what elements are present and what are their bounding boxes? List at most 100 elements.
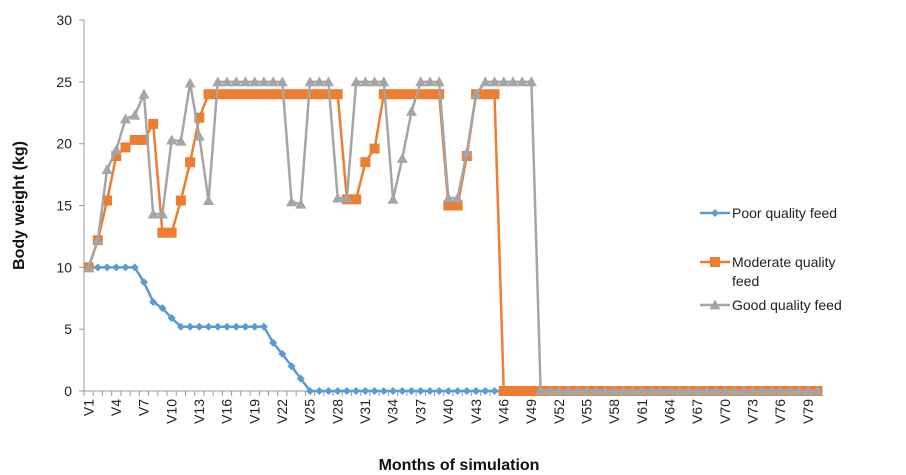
x-axis-title: Months of simulation [379, 457, 540, 474]
data-point [480, 89, 491, 100]
legend-label: Poor quality feed [732, 205, 837, 221]
data-point [194, 112, 205, 123]
data-point [249, 76, 261, 87]
data-point [304, 76, 316, 87]
data-point [111, 151, 122, 162]
data-point [232, 322, 241, 331]
legend-label: Good quality feed [732, 297, 842, 313]
data-point [645, 385, 657, 396]
y-tick-label: 5 [64, 321, 72, 337]
data-point [149, 297, 158, 306]
data-point [498, 386, 509, 396]
data-point [452, 192, 464, 203]
data-point [112, 263, 121, 272]
x-tick-label: V73 [745, 399, 761, 424]
data-point [92, 234, 104, 245]
data-point [295, 89, 306, 100]
data-point [443, 200, 454, 211]
data-point [388, 89, 399, 100]
data-point [590, 385, 602, 396]
data-point [397, 89, 408, 100]
data-point [269, 338, 278, 347]
data-point [239, 76, 251, 87]
data-point [479, 76, 491, 87]
data-point [405, 106, 417, 116]
data-point [287, 362, 296, 371]
data-point [425, 387, 434, 395]
data-point [396, 153, 408, 163]
data-point [415, 76, 427, 87]
x-tick-label: V67 [689, 399, 705, 424]
data-point [139, 278, 148, 287]
data-point [120, 113, 132, 124]
data-point [333, 387, 342, 395]
x-tick-label: V28 [329, 399, 345, 424]
data-point [167, 314, 176, 323]
data-point [481, 387, 490, 395]
data-point [322, 76, 334, 87]
data-point [553, 385, 565, 396]
data-point [387, 193, 399, 204]
data-point [166, 134, 178, 145]
data-point [186, 322, 195, 331]
y-tick-label: 0 [64, 383, 72, 399]
data-point [416, 387, 425, 395]
data-point [195, 322, 204, 331]
data-point [306, 387, 315, 395]
data-point [636, 385, 648, 396]
legend-label: Moderate quality feed [732, 254, 836, 289]
y-tick-label: 25 [56, 74, 72, 90]
data-point [618, 385, 630, 396]
data-point [461, 146, 473, 157]
data-point [472, 387, 481, 395]
data-point [655, 385, 667, 396]
x-tick-label: V79 [800, 399, 816, 424]
data-point [489, 76, 501, 87]
data-point [286, 89, 297, 100]
data-point [241, 322, 250, 331]
data-point [332, 89, 343, 100]
data-point [435, 387, 444, 395]
data-point [378, 76, 390, 87]
data-point [811, 385, 823, 396]
data-point [157, 227, 168, 238]
legend-entry: Good quality feed [700, 297, 842, 313]
data-point [599, 385, 611, 396]
data-point [747, 385, 759, 396]
data-point [424, 89, 435, 100]
data-point [664, 385, 676, 396]
data-point [710, 385, 722, 396]
data-point [608, 385, 620, 396]
data-point [176, 322, 185, 331]
data-point [442, 192, 454, 203]
x-tick-label: V13 [191, 399, 207, 424]
x-tick-label: V10 [163, 399, 179, 424]
x-tick-label: V52 [551, 399, 567, 424]
data-point [324, 387, 333, 395]
data-point [101, 164, 113, 175]
data-point [516, 76, 528, 87]
data-point [507, 76, 519, 87]
x-tick-label: V31 [357, 399, 373, 424]
data-point [793, 385, 805, 396]
y-tick-label: 15 [56, 198, 72, 214]
data-point [360, 157, 371, 168]
data-point [148, 118, 159, 129]
x-tick-label: V22 [274, 399, 290, 424]
data-point [175, 135, 187, 146]
data-point [361, 387, 370, 395]
data-point [203, 89, 214, 100]
data-point [562, 385, 574, 396]
y-axis: 0 5 10 15 20 25 30 [56, 12, 85, 399]
data-point [369, 76, 381, 87]
series [83, 76, 823, 396]
data-point [268, 89, 279, 100]
data-point [203, 195, 215, 205]
data-point [398, 387, 407, 395]
data-point [379, 387, 388, 395]
data-point [719, 385, 731, 396]
data-point [221, 76, 233, 87]
x-tick-label: V55 [578, 399, 594, 424]
data-point [453, 387, 462, 395]
data-point [627, 385, 639, 396]
